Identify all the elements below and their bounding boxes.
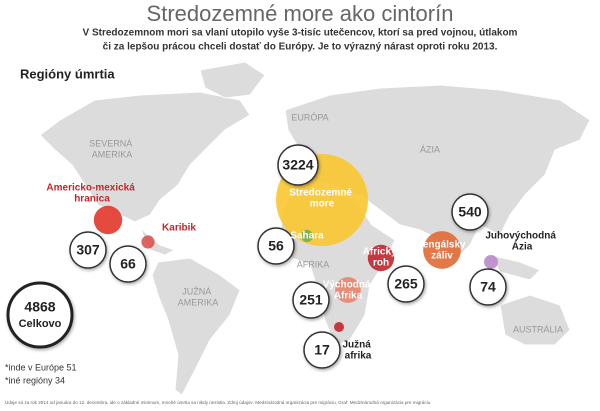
value-circle xyxy=(69,231,107,269)
value-label: 74 xyxy=(480,279,496,295)
note: *iné regióny 34 xyxy=(5,375,65,385)
region-label: Bengálsky záliv xyxy=(416,239,469,261)
continent-label: EURÓPA xyxy=(291,112,328,122)
total-circle xyxy=(6,281,74,349)
region-bubble xyxy=(334,322,344,332)
title: Stredozemné more ako cintorín xyxy=(147,1,454,26)
region-label: Stredozemné more xyxy=(289,187,355,209)
region-label: Sahara xyxy=(290,231,324,242)
region-label: Juhovýchodná Ázia xyxy=(485,230,558,252)
value-label: 540 xyxy=(458,204,482,220)
value-label: 265 xyxy=(394,276,418,292)
total-value: 4868 xyxy=(24,299,55,315)
region-label: Južná afrika xyxy=(342,339,373,361)
value-circle xyxy=(451,193,489,231)
value-circle xyxy=(109,245,147,283)
value-label: 17 xyxy=(314,342,330,358)
value-circle xyxy=(387,265,425,303)
region-bubble xyxy=(367,244,395,272)
legend-title: Regióny úmrtia xyxy=(20,66,115,81)
value-label: 307 xyxy=(76,242,100,258)
continent-label: AUSTRÁLIA xyxy=(513,324,563,334)
subtitle: V Stredozemnom mori sa vlaní utopilo vyš… xyxy=(83,28,518,39)
value-label: 251 xyxy=(299,292,323,308)
source: Údaje sú za rok 2014 od januára do 12. d… xyxy=(5,399,431,405)
region-label: Americko-mexická hranica xyxy=(46,182,137,204)
value-circle xyxy=(277,144,319,186)
region-label: Východná Afrika xyxy=(323,279,374,301)
value-circle xyxy=(303,331,341,369)
value-circle xyxy=(469,268,507,306)
note: *inde v Európe 51 xyxy=(5,362,77,372)
region-bubble xyxy=(335,277,361,303)
value-label: 66 xyxy=(120,256,136,272)
region-bubble xyxy=(484,255,498,269)
value-label: 56 xyxy=(268,238,284,254)
subtitle: či za lepšou prácou chceli dostať do Eur… xyxy=(103,42,498,53)
region-bubble xyxy=(300,229,314,243)
continent-label: JUŽNÁ AMERIKA xyxy=(178,287,219,308)
continent-label: SEVERNÁ AMERIKA xyxy=(89,139,135,160)
value-label: 3224 xyxy=(282,157,313,173)
region-bubble xyxy=(423,231,461,269)
value-circle xyxy=(292,281,330,319)
continent-label: AFRIKA xyxy=(297,259,330,269)
value-circle xyxy=(257,227,295,265)
total-label: Celkovo xyxy=(19,318,62,330)
region-bubble xyxy=(141,235,155,249)
region-label: Karibik xyxy=(162,223,196,234)
region-label: Africký roh xyxy=(363,246,400,268)
region-bubble xyxy=(93,205,123,235)
continent-label: ÁZIA xyxy=(420,144,440,154)
